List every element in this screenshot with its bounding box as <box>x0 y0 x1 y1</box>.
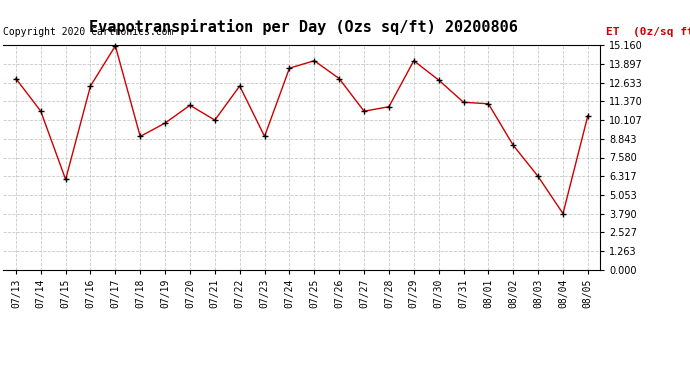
Text: ET  (0z/sq ft): ET (0z/sq ft) <box>607 27 690 37</box>
Text: Evapotranspiration per Day (Ozs sq/ft) 20200806: Evapotranspiration per Day (Ozs sq/ft) 2… <box>89 19 518 35</box>
Text: Copyright 2020 Cartronics.com: Copyright 2020 Cartronics.com <box>3 27 174 37</box>
